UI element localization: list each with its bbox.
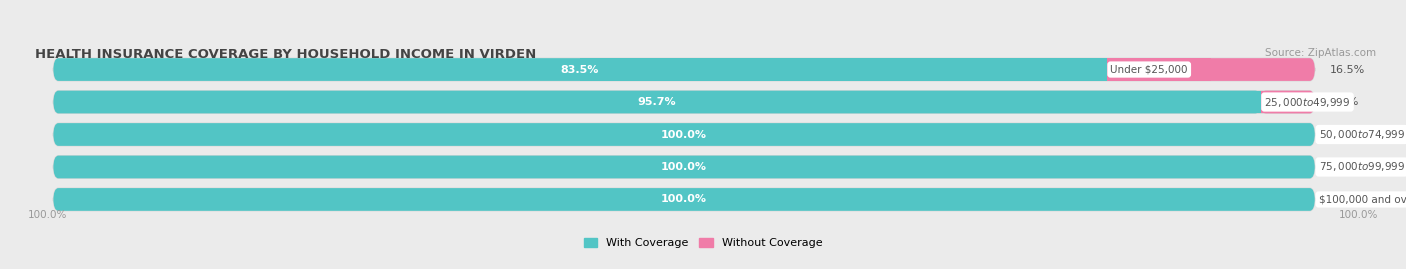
Bar <box>657 91 1261 114</box>
Text: 0.0%: 0.0% <box>1330 194 1358 204</box>
Text: 100.0%: 100.0% <box>661 129 707 140</box>
FancyBboxPatch shape <box>53 123 1315 146</box>
Text: 83.5%: 83.5% <box>561 65 599 75</box>
FancyBboxPatch shape <box>53 123 1315 146</box>
FancyBboxPatch shape <box>53 58 1315 81</box>
Text: 100.0%: 100.0% <box>28 210 67 220</box>
Text: 95.7%: 95.7% <box>638 97 676 107</box>
Text: 0.0%: 0.0% <box>1330 129 1358 140</box>
Text: $50,000 to $74,999: $50,000 to $74,999 <box>1319 128 1405 141</box>
Text: 0.0%: 0.0% <box>1330 162 1358 172</box>
Bar <box>1261 91 1288 114</box>
Bar <box>581 58 1107 81</box>
Text: $75,000 to $99,999: $75,000 to $99,999 <box>1319 161 1405 174</box>
FancyBboxPatch shape <box>53 188 1315 211</box>
FancyBboxPatch shape <box>53 155 1315 178</box>
Text: $25,000 to $49,999: $25,000 to $49,999 <box>1264 95 1351 108</box>
Bar <box>1107 58 1211 81</box>
FancyBboxPatch shape <box>1261 91 1315 114</box>
FancyBboxPatch shape <box>53 58 1107 81</box>
Text: Under $25,000: Under $25,000 <box>1111 65 1188 75</box>
Text: 16.5%: 16.5% <box>1330 65 1365 75</box>
FancyBboxPatch shape <box>1107 58 1315 81</box>
FancyBboxPatch shape <box>53 91 1261 114</box>
Text: 100.0%: 100.0% <box>661 162 707 172</box>
Text: 100.0%: 100.0% <box>1339 210 1378 220</box>
Text: 4.3%: 4.3% <box>1330 97 1358 107</box>
FancyBboxPatch shape <box>53 91 1315 114</box>
FancyBboxPatch shape <box>53 155 1315 178</box>
Text: Source: ZipAtlas.com: Source: ZipAtlas.com <box>1265 48 1376 58</box>
FancyBboxPatch shape <box>53 188 1315 211</box>
Text: $100,000 and over: $100,000 and over <box>1319 194 1406 204</box>
Text: 100.0%: 100.0% <box>661 194 707 204</box>
Text: HEALTH INSURANCE COVERAGE BY HOUSEHOLD INCOME IN VIRDEN: HEALTH INSURANCE COVERAGE BY HOUSEHOLD I… <box>35 48 536 61</box>
Legend: With Coverage, Without Coverage: With Coverage, Without Coverage <box>579 233 827 253</box>
